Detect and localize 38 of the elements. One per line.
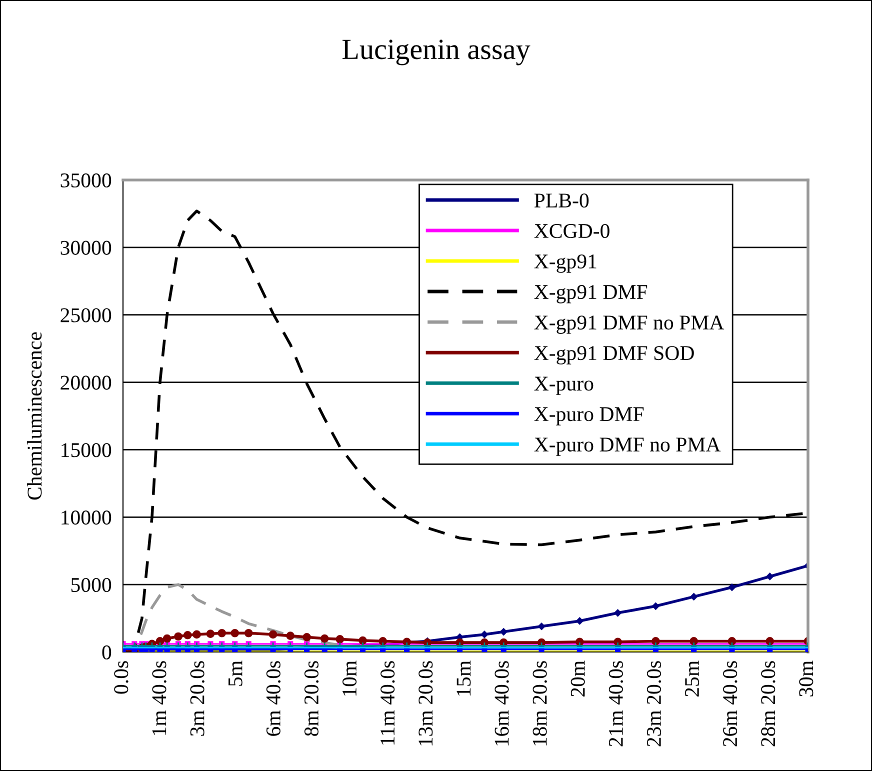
y-axis-title: Chemiluminescence [27, 332, 42, 500]
x-tick-label: 20m [570, 660, 585, 696]
chart-title: Lucigenin assay [342, 40, 530, 66]
y-tick-label: 30000 [60, 240, 112, 255]
y-tick-label: 0 [102, 645, 112, 660]
legend-label: X-puro [534, 376, 594, 395]
x-tick-label: 6m 40.0s [266, 661, 281, 736]
legend-label: X-puro DMF [534, 407, 644, 426]
legend-label: X-puro DMF no PMA [534, 438, 721, 456]
x-tick-label: 1m 40.0s [152, 661, 166, 735]
x-tick-label: 5m [228, 660, 242, 686]
y-tick-label: 35000 [60, 173, 112, 188]
x-tick-label: 15m [456, 660, 471, 696]
x-tick-label: 16m 40.0s [494, 661, 509, 746]
x-tick-label: 11m 40.0s [380, 661, 395, 745]
legend-label: XCGD-0 [534, 224, 610, 238]
legend-label: X-gp91 DMF SOD [534, 346, 694, 364]
x-tick-label: 21m 40.0s [608, 661, 624, 746]
legend-label: X-gp91 DMF [534, 285, 648, 304]
x-tick-label: 26m 40.0s [723, 661, 738, 746]
x-tick-label: 10m [342, 660, 357, 696]
y-tick-label: 10000 [62, 510, 112, 525]
x-tick-label: 3m 20.0s [190, 661, 204, 736]
legend-label: PLB-0 [534, 193, 589, 208]
legend-label: X-gp91 [534, 254, 596, 273]
y-tick-label: 25000 [60, 308, 112, 322]
x-tick-label: 18m 20.0s [532, 661, 547, 746]
x-tick-label: 13m 20.0s [418, 661, 433, 746]
y-tick-label: 5000 [71, 578, 112, 592]
x-tick-label: 23m 20.0s [646, 661, 662, 746]
y-tick-label: 20000 [60, 376, 112, 390]
x-tick-label: 8m 20.0s [304, 661, 319, 736]
y-tick-label: 15000 [62, 443, 112, 458]
x-tick-label: 28m 20.0s [761, 661, 776, 746]
x-tick-label: 0.0s [114, 661, 128, 694]
x-tick-label: 25m [685, 660, 700, 696]
legend-label: X-gp91 DMF no PMA [534, 316, 724, 334]
x-tick-label: 30m [799, 660, 814, 696]
